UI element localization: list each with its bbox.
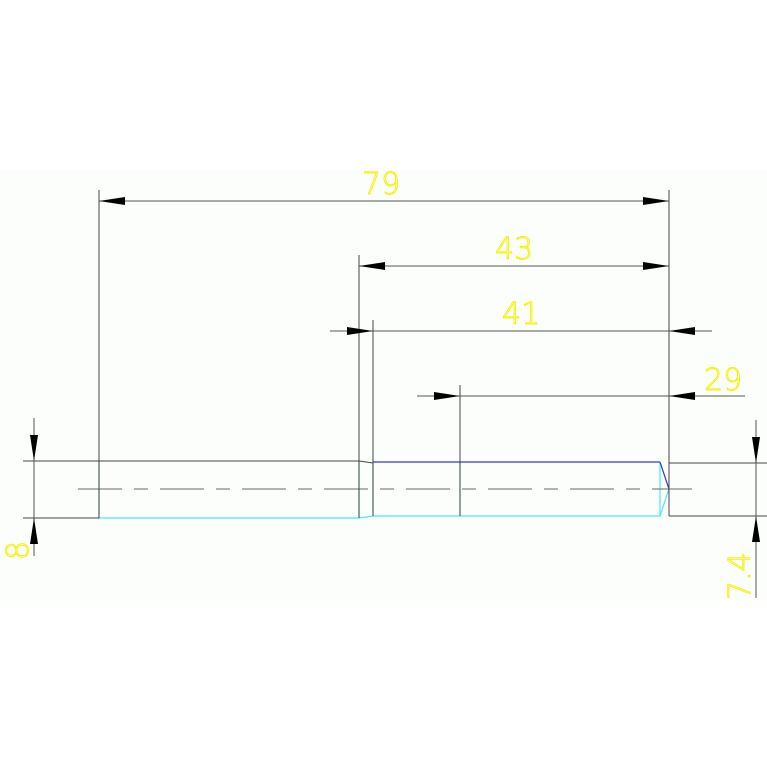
dimension-label-8: 8: [1, 541, 36, 560]
dimension-label-29: 29: [704, 363, 742, 398]
dimension-label-79: 79: [362, 167, 400, 202]
dimension-8: 8: [1, 418, 38, 560]
dimension-29: 29: [417, 363, 745, 400]
dimension-label-41: 41: [502, 297, 540, 332]
dimension-label-7-4: 7.4: [723, 552, 758, 600]
dimension-79: 79: [99, 167, 669, 205]
dimension-41: 41: [330, 297, 712, 335]
dimension-label-43: 43: [495, 232, 533, 267]
dimension-7-4: 7.4: [723, 420, 760, 600]
drawing-area: [0, 170, 767, 600]
dimension-43: 43: [359, 232, 669, 270]
extension-lines: [98, 190, 670, 518]
